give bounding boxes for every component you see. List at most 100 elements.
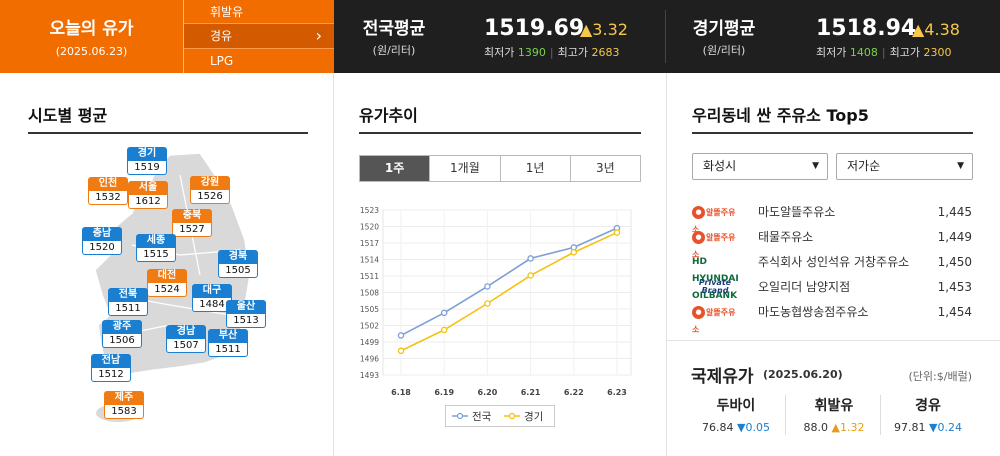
legend-label: 경기	[524, 410, 543, 423]
region-name: 경기	[127, 147, 167, 161]
region-tag-ulsan[interactable]: 울산 1513	[226, 300, 266, 328]
station-row[interactable]: HD HYUNDAI OILBANK 주식회사 성인석유 거창주유소 1,450	[692, 250, 972, 301]
data-point	[397, 332, 405, 339]
region-price: 1515	[136, 248, 176, 262]
gyeonggi-price-range: 최저가 1408 | 최고가 2300	[816, 46, 952, 59]
fuel-type-menu: 휘발유 경유 › LPG	[183, 0, 334, 73]
gyeonggi-average: 경기평균 (원/리터) 1518.94 ▲4.38 최저가 1408 | 최고가 2…	[674, 0, 1000, 73]
region-tag-incheon[interactable]: 인천 1532	[88, 177, 128, 205]
region-tag-seoul[interactable]: 서울 1612	[128, 181, 168, 209]
region-price: 1583	[104, 405, 144, 419]
region-name: 경북	[218, 250, 258, 264]
station-row[interactable]: ● 알뜰주유소 마도알뜰주유소 1,445	[692, 200, 972, 234]
intl-name: 휘발유	[814, 398, 854, 414]
fuel-menu-lpg[interactable]: LPG	[184, 49, 334, 73]
alddeul-logo-icon: ● 알뜰주유소	[692, 206, 736, 234]
legend-marker	[508, 412, 516, 420]
station-row[interactable]: Private Brand 오일리더 남양지점 1,453	[692, 275, 972, 300]
min-label: 최저가	[484, 46, 515, 59]
region-name: 전북	[108, 288, 148, 302]
station-row[interactable]: ● 알뜰주유소 마도농협쌍송점주유소 1,454	[692, 300, 972, 334]
international-price-unit: (단위:$/배럴)	[908, 370, 972, 383]
region-tag-chungnam[interactable]: 충남 1520	[82, 227, 122, 255]
sort-select[interactable]: 저가순 ▼	[836, 153, 973, 180]
series-line-1	[400, 231, 618, 352]
divider	[880, 395, 881, 435]
region-select-value: 화성시	[703, 159, 737, 173]
tab-1-week[interactable]: 1주	[360, 156, 430, 181]
station-price: 1,453	[937, 280, 972, 294]
international-price-date: (2025.06.20)	[763, 368, 843, 381]
price-trend-chart: 1523 1520 1517 1514 1511 1508 1505 1502 1499 1496…	[359, 192, 641, 442]
sort-select-value: 저가순	[847, 159, 881, 173]
title-underline	[28, 132, 308, 134]
today-price-header: 오늘의 유가 (2025.06.23)	[0, 0, 183, 73]
fuel-menu-label: 휘발유	[210, 5, 244, 19]
region-name: 경남	[166, 325, 206, 339]
data-point	[613, 229, 621, 236]
station-row[interactable]: ● 알뜰주유소 태물주유소 1,449	[692, 225, 972, 259]
region-name: 광주	[102, 320, 142, 334]
region-tag-gangwon[interactable]: 강원 1526	[190, 176, 230, 204]
region-name: 서울	[128, 181, 168, 195]
y-tick-label: 1496	[360, 355, 379, 364]
region-name: 대전	[147, 269, 187, 283]
y-tick-label: 1520	[360, 223, 379, 232]
region-price: 1527	[172, 223, 212, 237]
y-tick-label: 1499	[360, 338, 379, 347]
fuel-menu-gasoline[interactable]: 휘발유	[184, 0, 334, 25]
region-price: 1532	[88, 191, 128, 205]
y-tick-label: 1493	[360, 371, 379, 380]
alddeul-logo-icon: ● 알뜰주유소	[692, 231, 736, 259]
region-price: 1524	[147, 283, 187, 297]
region-tag-jeju[interactable]: 제주 1583	[104, 391, 144, 419]
title-underline	[692, 132, 973, 134]
y-tick-label: 1523	[360, 206, 379, 215]
region-price: 1519	[127, 161, 167, 175]
region-name: 제주	[104, 391, 144, 405]
intl-name: 두바이	[716, 398, 756, 414]
column-divider	[333, 73, 334, 456]
region-name: 충남	[82, 227, 122, 241]
region-select[interactable]: 화성시 ▼	[692, 153, 828, 180]
station-list: ● 알뜰주유소 마도알뜰주유소 1,445 ● 알뜰주유소 태물주유소 1,449 …	[692, 200, 972, 334]
intl-dubai: 두바이 76.84 ▼0.05	[690, 395, 782, 434]
region-tag-chungbuk[interactable]: 충북 1527	[172, 209, 212, 237]
intl-name: 경유	[915, 398, 941, 414]
region-tag-jeonnam[interactable]: 전남 1512	[91, 354, 131, 382]
min-price: 1390	[517, 46, 546, 59]
region-tag-daegu[interactable]: 대구 1484	[192, 284, 232, 312]
region-tag-gwangju[interactable]: 광주 1506	[102, 320, 142, 348]
data-point	[484, 300, 491, 307]
region-price: 1520	[82, 241, 122, 255]
region-tag-daejeon[interactable]: 대전 1524	[147, 269, 187, 297]
fuel-menu-diesel[interactable]: 경유 ›	[184, 24, 334, 49]
column-divider	[666, 73, 667, 456]
national-average-unit: (원/리터)	[372, 44, 416, 57]
tab-1-year[interactable]: 1년	[499, 156, 570, 181]
hd-oilbank-logo-icon: HD HYUNDAI OILBANK	[692, 257, 739, 301]
korea-map: 경기 1519 인천 1532 서울 1612 강원 1526 충북 1527 충남 152…	[40, 145, 280, 440]
tab-3-year[interactable]: 3년	[569, 156, 640, 181]
region-tag-gyeongnam[interactable]: 경남 1507	[166, 325, 206, 353]
gyeonggi-average-unit: (원/리터)	[702, 44, 746, 57]
chevron-right-icon: ›	[315, 26, 322, 46]
region-tag-jeonbuk[interactable]: 전북 1511	[108, 288, 148, 316]
station-name: 마도농협쌍송점주유소	[758, 305, 869, 319]
region-tag-gyeonggi[interactable]: 경기 1519	[127, 147, 167, 175]
region-price: 1526	[190, 190, 230, 204]
region-name: 인천	[88, 177, 128, 191]
price-trend-title: 유가추이	[359, 106, 418, 125]
y-tick-label: 1517	[360, 239, 379, 248]
chart-legend: 전국 경기	[445, 405, 555, 427]
divider	[666, 340, 1000, 341]
tab-1-month[interactable]: 1개월	[429, 156, 500, 181]
region-tag-busan[interactable]: 부산 1511	[208, 329, 248, 357]
today-title: 오늘의 유가	[49, 19, 134, 39]
region-price: 1612	[128, 195, 168, 209]
trend-chart-svg: 1523 1520 1517 1514 1511 1508 1505 1502 1499 1496…	[360, 206, 632, 397]
region-tag-sejong[interactable]: 세종 1515	[136, 234, 176, 262]
region-tag-gyeongbuk[interactable]: 경북 1505	[218, 250, 258, 278]
intl-value: 97.81	[894, 421, 926, 434]
station-name: 마도알뜰주유소	[758, 205, 836, 219]
